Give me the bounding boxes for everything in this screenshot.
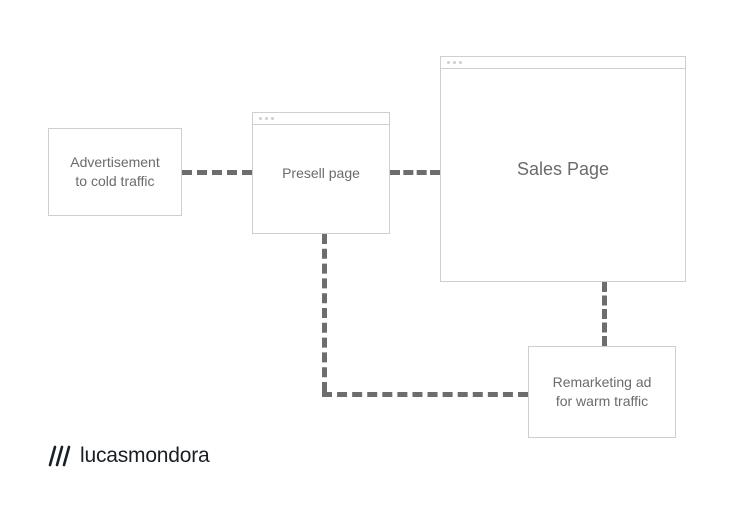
node-presell: Presell page <box>252 112 390 234</box>
node-remarketing: Remarketing ad for warm traffic <box>528 346 676 438</box>
node-presell-label: Presell page <box>282 164 360 183</box>
node-advertisement-label: Advertisement to cold traffic <box>70 153 159 191</box>
node-sales: Sales Page <box>440 56 686 282</box>
connector-ad-to-presell <box>182 170 252 175</box>
connector-sales-down <box>602 282 607 346</box>
node-advertisement: Advertisement to cold traffic <box>48 128 182 216</box>
browser-titlebar-icon <box>441 57 685 69</box>
slashes-icon <box>48 444 72 468</box>
browser-titlebar-icon <box>253 113 389 125</box>
node-remarketing-label: Remarketing ad for warm traffic <box>553 373 652 411</box>
diagram-canvas: Advertisement to cold traffic Presell pa… <box>0 0 740 506</box>
brand-logo-text: lucasmondora <box>80 444 210 468</box>
node-sales-label: Sales Page <box>517 157 609 181</box>
connector-presell-to-sales <box>390 170 440 175</box>
connector-presell-to-remarketing <box>322 392 528 397</box>
brand-logo: lucasmondora <box>48 444 210 468</box>
connector-presell-down <box>322 234 327 392</box>
